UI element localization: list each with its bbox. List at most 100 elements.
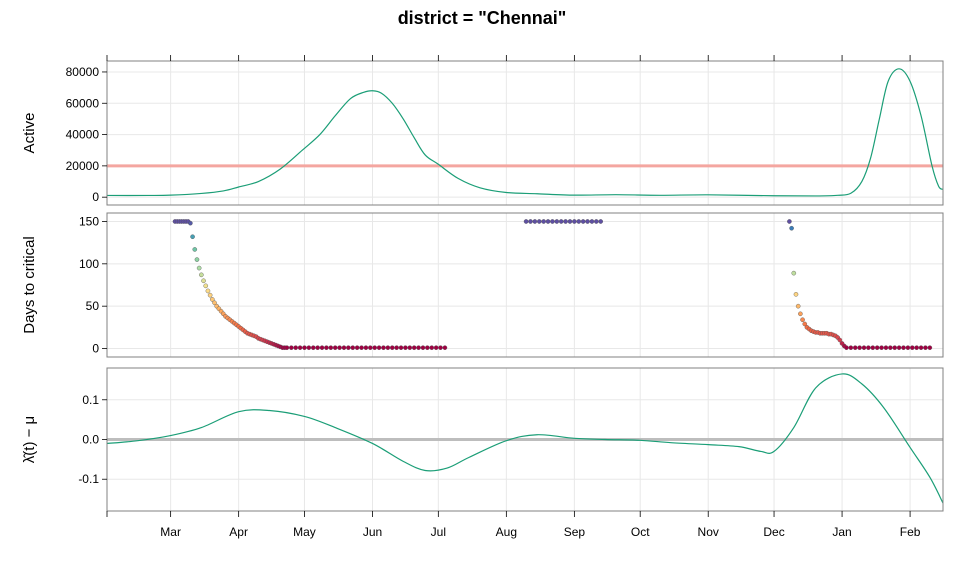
- data-point: [572, 219, 577, 224]
- data-point: [411, 345, 417, 350]
- data-point: [793, 292, 799, 297]
- data-point: [293, 345, 299, 350]
- data-point: [420, 345, 426, 350]
- data-point: [328, 345, 334, 350]
- data-point: [892, 345, 898, 350]
- data-point: [798, 311, 803, 317]
- data-point: [416, 345, 421, 350]
- data-point: [802, 321, 808, 327]
- y-tick-label: 0: [92, 342, 99, 356]
- y-tick-label: 0.0: [82, 433, 99, 447]
- x-tick-label: Jan: [832, 525, 851, 539]
- data-point: [363, 345, 369, 350]
- x-tick-label: Jul: [431, 525, 446, 539]
- data-point: [580, 219, 586, 224]
- data-point: [927, 345, 933, 350]
- data-point: [901, 345, 906, 350]
- data-point: [905, 345, 911, 350]
- x-tick-label: Oct: [631, 525, 650, 539]
- data-point: [190, 234, 195, 240]
- data-point: [536, 219, 542, 224]
- panel-frame: [106, 60, 944, 206]
- data-point: [297, 345, 303, 350]
- data-point: [332, 345, 338, 350]
- data-point: [795, 303, 801, 309]
- data-point: [857, 345, 862, 350]
- data-point: [203, 283, 209, 289]
- data-point: [372, 345, 377, 350]
- data-point: [909, 345, 915, 350]
- data-point: [791, 270, 797, 276]
- data-point: [914, 345, 919, 350]
- y-tick-label: 150: [79, 214, 99, 228]
- data-point: [346, 345, 351, 350]
- data-point: [425, 345, 430, 350]
- panel-frame: [106, 212, 944, 358]
- data-point: [563, 219, 568, 224]
- data-point: [389, 345, 395, 350]
- data-point: [598, 219, 604, 224]
- y-axis-label: Active: [21, 113, 38, 154]
- data-point: [567, 219, 573, 224]
- data-point: [528, 219, 533, 224]
- data-point: [315, 345, 320, 350]
- data-point: [585, 219, 590, 224]
- y-axis-label: Days to critical: [21, 236, 38, 334]
- chart-title: district = "Chennai": [398, 8, 567, 28]
- data-point: [207, 292, 213, 298]
- data-point: [381, 345, 386, 350]
- data-point: [212, 300, 217, 306]
- data-point: [205, 288, 211, 294]
- data-point: [550, 219, 555, 224]
- data-point: [201, 278, 206, 284]
- data-point: [879, 345, 884, 350]
- x-tick-label: Jun: [363, 525, 382, 539]
- y-tick-label: 60000: [66, 96, 100, 110]
- y-tick-label: 50: [86, 299, 100, 313]
- y-axis-active: 0 20000 40000 60000 80000 Active: [21, 65, 107, 204]
- data-point: [341, 345, 347, 350]
- data-point: [918, 345, 924, 350]
- y-tick-label: 40000: [66, 128, 100, 142]
- data-point: [433, 345, 439, 350]
- x-tick-label: Sep: [564, 525, 586, 539]
- data-point: [789, 225, 794, 231]
- data-point: [407, 345, 413, 350]
- data-point: [188, 220, 193, 226]
- plot-area-active: [107, 68, 943, 197]
- data-point: [324, 345, 329, 350]
- data-point: [354, 345, 360, 350]
- data-point: [199, 272, 204, 278]
- data-point: [306, 345, 312, 350]
- x-tick-label: Apr: [229, 525, 248, 539]
- data-point: [442, 345, 448, 350]
- data-point: [844, 345, 849, 350]
- x-tick-label: Dec: [763, 525, 784, 539]
- data-point: [866, 345, 871, 350]
- panel-days: 0 50 100 150 Days to critical: [21, 212, 944, 358]
- data-point: [870, 345, 876, 350]
- data-point: [523, 219, 529, 224]
- data-point: [194, 257, 200, 262]
- y-axis-lambda: -0.1 0.0 0.1 λ̂(t) − μ: [21, 393, 107, 486]
- data-point: [848, 345, 854, 350]
- data-point: [554, 219, 560, 224]
- active-series-line: [107, 68, 943, 197]
- data-point: [541, 219, 546, 224]
- data-point: [289, 345, 294, 350]
- panels: 0 20000 40000 60000 80000 Active 0 50 100 150 Days…: [21, 60, 944, 512]
- data-point: [192, 247, 198, 252]
- data-point: [359, 345, 364, 350]
- y-axis-days: 0 50 100 150 Days to critical: [21, 214, 107, 356]
- x-tick-label: Mar: [160, 525, 181, 539]
- x-tick-label: May: [293, 525, 316, 539]
- data-point: [558, 219, 564, 224]
- data-point: [429, 345, 435, 350]
- grid-active: [107, 61, 943, 205]
- data-point: [874, 345, 880, 350]
- data-point: [787, 219, 792, 224]
- panel-lambda: -0.1 0.0 0.1 λ̂(t) − μ: [21, 367, 944, 512]
- data-point: [319, 345, 325, 350]
